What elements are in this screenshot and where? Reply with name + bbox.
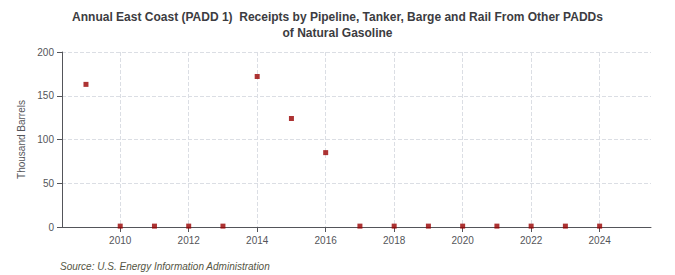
- svg-text:2018: 2018: [383, 235, 406, 246]
- svg-text:150: 150: [37, 90, 54, 101]
- svg-text:2016: 2016: [315, 235, 338, 246]
- svg-text:Thousand Barrels: Thousand Barrels: [16, 100, 27, 179]
- svg-text:Annual East Coast (PADD 1) Re: Annual East Coast (PADD 1) Receipts by P…: [72, 10, 603, 24]
- svg-text:100: 100: [37, 134, 54, 145]
- svg-text:Source: U.S. Energy Informatio: Source: U.S. Energy Information Administ…: [60, 261, 270, 272]
- svg-text:2014: 2014: [246, 235, 269, 246]
- svg-text:of Natural Gasoline: of Natural Gasoline: [282, 26, 392, 40]
- svg-text:200: 200: [37, 47, 54, 58]
- svg-text:2010: 2010: [109, 235, 132, 246]
- svg-text:2024: 2024: [589, 235, 612, 246]
- svg-text:0: 0: [48, 222, 54, 233]
- svg-text:2020: 2020: [452, 235, 475, 246]
- svg-text:50: 50: [43, 178, 55, 189]
- svg-text:2022: 2022: [520, 235, 543, 246]
- svg-text:2012: 2012: [178, 235, 201, 246]
